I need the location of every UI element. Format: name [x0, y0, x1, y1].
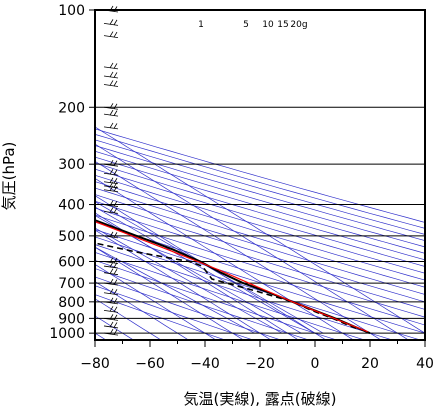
dry-adiabat-line: [95, 194, 425, 295]
pressure-grid: [95, 9, 425, 334]
wind-barb: [103, 62, 119, 70]
isotherm-line: [95, 212, 299, 340]
dry-adiabat-line: [95, 145, 425, 241]
dry-adiabat-line: [95, 285, 254, 340]
wind-barb: [103, 207, 119, 214]
x-axis-ticks: −80 −60 −40 −20 0 20 40: [80, 340, 434, 372]
x-tick-label: 0: [311, 356, 320, 372]
y-tick-label: 800: [58, 295, 85, 311]
isotherm-line: [95, 195, 327, 340]
wind-barb: [103, 177, 119, 185]
dry-adiabat-line: [95, 207, 425, 310]
y-tick-label: 400: [58, 198, 85, 214]
wind-barb: [103, 288, 119, 296]
wind-barb: [103, 231, 119, 239]
wind-barb: [103, 261, 119, 269]
wind-barb: [103, 80, 119, 87]
x-tick-label: 20: [361, 356, 379, 372]
wind-barb: [103, 297, 119, 305]
dry-adiabat-line: [95, 251, 365, 340]
wind-barb: [103, 181, 119, 189]
y-tick-label: 100: [58, 3, 85, 19]
dry-adiabat-line: [95, 128, 425, 223]
parcel-line: [95, 220, 368, 333]
temperature-line: [95, 219, 371, 335]
isotherm-line: [95, 246, 244, 340]
x-tick-label: −80: [80, 356, 110, 372]
dry-adiabat-line: [95, 221, 425, 326]
y-tick-label: 200: [58, 100, 85, 116]
dry-adiabat-line: [95, 276, 281, 340]
y-axis-title: 気圧(hPa): [0, 142, 18, 211]
mixing-ratio-line: [95, 246, 255, 334]
wind-barb: [103, 103, 119, 110]
wind-barb: [103, 328, 119, 336]
dry-adiabat-line: [95, 187, 425, 288]
dry-adiabat-line: [95, 214, 425, 318]
mixing-ratio-line: [95, 206, 316, 334]
wind-barb: [103, 278, 119, 286]
dry-adiabat-line: [95, 174, 425, 274]
y-tick-label: 600: [58, 254, 85, 270]
thermodynamic-background-lines: [95, 126, 425, 340]
wind-barb: [103, 169, 119, 176]
mixing-ratio-label: 20g: [290, 20, 307, 30]
isotherm-line: [95, 160, 382, 340]
mixing-ratio-label: 5: [243, 20, 249, 30]
isotherm-line: [95, 264, 217, 340]
x-tick-label: −40: [190, 356, 220, 372]
mixing-ratio-line: [95, 201, 324, 334]
wind-barb: [103, 314, 119, 321]
mixing-ratio-line: [95, 227, 283, 334]
y-tick-label: 700: [58, 276, 85, 292]
dry-adiabat-line: [95, 260, 337, 340]
dry-adiabat-line: [95, 162, 425, 261]
x-tick-label: −60: [135, 356, 165, 372]
wind-barb: [103, 185, 119, 193]
y-tick-label: 300: [58, 157, 85, 173]
y-tick-label: 1000: [49, 326, 85, 342]
wind-barb: [103, 257, 119, 264]
dry-adiabat-line: [95, 156, 425, 254]
mixing-ratio-label: 10: [262, 20, 274, 30]
x-tick-label: −20: [245, 356, 275, 372]
wind-barb: [103, 306, 119, 313]
isotherm-line: [95, 126, 425, 334]
sounding-series: [95, 219, 371, 335]
dry-adiabat-line: [95, 229, 425, 334]
isotherm-line: [95, 178, 354, 340]
dry-adiabat-line: [95, 139, 425, 235]
wind-barb: [103, 159, 119, 167]
wind-barb: [103, 19, 119, 26]
y-tick-label: 900: [58, 311, 85, 327]
dry-adiabat-line: [95, 244, 393, 340]
mixing-ratio-label: 1: [198, 20, 204, 30]
wind-barb: [103, 122, 119, 130]
mixing-ratio-label: 15: [277, 20, 288, 30]
wind-barb: [103, 109, 119, 117]
dry-adiabat-line: [95, 268, 309, 340]
y-tick-label: 500: [58, 229, 85, 245]
wind-barb: [103, 71, 119, 79]
wind-barb: [103, 321, 119, 329]
mixing-ratio-line: [95, 215, 302, 334]
dewpoint-line: [95, 242, 358, 330]
isotherm-line: [95, 229, 272, 340]
wind-barb: [103, 200, 119, 207]
wind-barb: [103, 268, 119, 276]
isotherm-line: [95, 281, 189, 340]
x-tick-label: 40: [416, 356, 434, 372]
wind-barb: [103, 31, 119, 38]
mixing-ratio-labels: 1 5 10 15 20g: [198, 20, 307, 30]
dry-adiabat-line: [95, 150, 425, 248]
dry-adiabat-line: [95, 236, 421, 340]
dry-adiabat-line: [95, 200, 425, 303]
wind-barbs: [103, 5, 119, 336]
dry-adiabat-line: [95, 133, 425, 229]
dry-adiabat-line: [95, 168, 425, 267]
x-axis-title: 気温(実線), 露点(破線): [184, 390, 337, 408]
